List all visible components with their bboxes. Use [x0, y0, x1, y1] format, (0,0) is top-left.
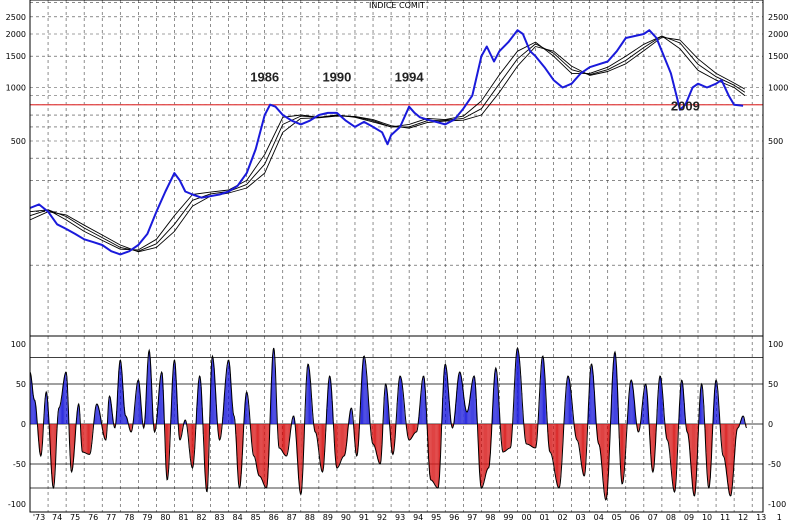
year-label: 08 [666, 513, 676, 522]
oscillator-tick-label-left: 100 [11, 340, 26, 349]
year-label: 75 [70, 513, 80, 522]
year-label: 76 [88, 513, 98, 522]
annotation-year: 1994 [395, 70, 425, 85]
year-label: 95 [431, 513, 441, 522]
price-tick-label-left: 500 [11, 137, 26, 146]
year-label: 99 [503, 513, 513, 522]
price-tick-label-left: 1000 [6, 84, 26, 93]
price-tick-label-right: 2000 [768, 30, 788, 39]
price-tick-label-left: 2000 [6, 30, 26, 39]
oscillator-tick-label-right: 50 [768, 380, 778, 389]
year-label: 89 [323, 513, 333, 522]
price-tick-label-right: 1500 [768, 52, 788, 61]
year-label: 78 [124, 513, 134, 522]
annotation-year: 1990 [322, 70, 351, 85]
year-label: 86 [269, 513, 279, 522]
year-label: 81 [178, 513, 188, 522]
year-label: 11 [720, 513, 730, 522]
moving-average-line [29, 35, 746, 251]
year-label: 87 [287, 513, 297, 522]
year-label: 98 [485, 513, 495, 522]
price-tick-label-left: 1500 [6, 52, 26, 61]
year-label: 12 [738, 513, 748, 522]
series-layer [29, 29, 746, 256]
price-tick-label-right: 1000 [768, 84, 788, 93]
annotations: 1986 1990 1994 2009 [250, 70, 700, 114]
year-label: 09 [684, 513, 694, 522]
oscillator-bars [29, 346, 748, 501]
oscillator-tick-label-left: 0 [21, 420, 26, 429]
year-label: '73 [33, 513, 45, 522]
year-label: 13 [756, 513, 766, 522]
year-label: 90 [341, 513, 351, 522]
year-label: 97 [467, 513, 477, 522]
year-label: 77 [106, 513, 116, 522]
moving-average-line [29, 36, 746, 253]
index-price-line [29, 29, 744, 256]
oscillator-tick-label-left: -50 [13, 460, 26, 469]
year-label: 02 [558, 513, 568, 522]
year-label: 88 [305, 513, 315, 522]
year-label: 80 [160, 513, 170, 522]
chart-title: INDICE COMIT [369, 1, 425, 10]
year-label: 79 [142, 513, 152, 522]
annotation-year: 2009 [671, 99, 700, 114]
year-label: 91 [359, 513, 369, 522]
oscillator-tick-label-right: -100 [768, 500, 786, 509]
year-label: 84 [233, 513, 243, 522]
year-label: 96 [449, 513, 459, 522]
year-label: 01 [539, 513, 549, 522]
annotation-year: 1986 [250, 70, 279, 85]
price-tick-label-right: 500 [768, 137, 783, 146]
year-label: 83 [214, 513, 224, 522]
year-label: 10 [702, 513, 712, 522]
oscillator-line [29, 346, 748, 501]
year-label: 93 [395, 513, 405, 522]
year-label: 05 [612, 513, 622, 522]
year-label: 1 [777, 513, 782, 522]
year-label: 92 [377, 513, 387, 522]
year-label: 82 [196, 513, 206, 522]
grid-layer [30, 0, 763, 512]
year-label: 03 [576, 513, 586, 522]
oscillator-panel-frame [29, 335, 764, 513]
year-label: 07 [648, 513, 658, 522]
year-label: 00 [521, 513, 531, 522]
year-label: 04 [594, 513, 604, 522]
year-label: 06 [630, 513, 640, 522]
year-label: 94 [413, 513, 423, 522]
oscillator-tick-label-right: 100 [768, 340, 783, 349]
oscillator-tick-label-right: -50 [768, 460, 781, 469]
oscillator-tick-label-right: 0 [768, 420, 773, 429]
year-label: 85 [251, 513, 261, 522]
price-tick-label-right: 2500 [768, 13, 788, 22]
price-tick-label-left: 2500 [6, 13, 26, 22]
oscillator-tick-label-left: 50 [16, 380, 26, 389]
year-label: 74 [52, 513, 62, 522]
oscillator-tick-label-left: -100 [8, 500, 26, 509]
